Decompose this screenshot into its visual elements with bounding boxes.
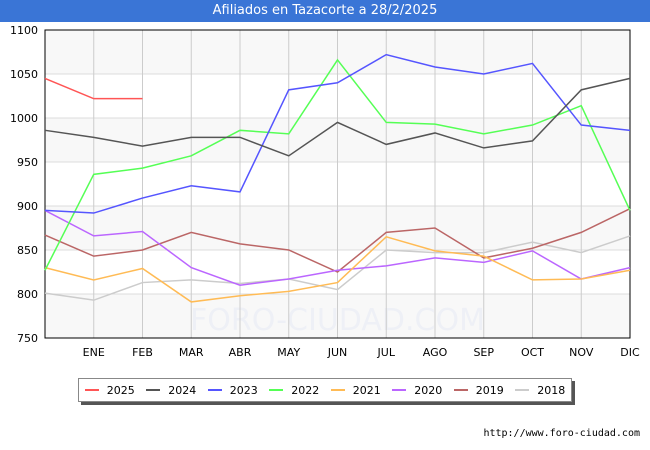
series-line-2020 [44,209,631,286]
legend: 2025 2024 2023 2022 2021 2020 2019 2018 [78,378,572,402]
x-tick-label: ENE [83,346,105,359]
legend-swatch [207,389,222,391]
y-tick-label: 900 [17,200,38,213]
legend-swatch [269,389,284,391]
x-tick-label: OCT [521,346,544,359]
x-tick-label: SEP [473,346,494,359]
legend-label: 2019 [475,383,504,397]
legend-swatch [515,389,530,391]
legend-swatch [146,389,161,391]
x-tick-label: JUL [377,346,396,359]
legend-label: 2021 [352,383,381,397]
legend-label: 2022 [291,383,320,397]
y-tick-label: 1100 [10,24,38,37]
y-tick-label: 800 [17,288,38,301]
y-tick-label: 1050 [10,68,38,81]
source-url[interactable]: http://www.foro-ciudad.com [483,428,640,439]
y-tick-label: 1000 [10,112,38,125]
x-tick-label: JUN [327,346,348,359]
legend-swatch [453,389,468,391]
legend-swatch [392,389,407,391]
plot-border [44,29,631,339]
series-line-2018 [44,235,631,301]
x-tick-label: MAY [277,346,300,359]
y-tick-label: 750 [17,332,38,345]
legend-item-2024: 2024 [146,384,196,397]
legend-item-2022: 2022 [269,384,319,397]
x-tick-label: MAR [179,346,204,359]
x-tick-label: ABR [229,346,252,359]
x-tick-label: DIC [620,346,640,359]
legend-item-2020: 2020 [392,384,442,397]
series-line-2022 [44,58,631,271]
legend-swatch [330,389,345,391]
y-tick-label: 950 [17,156,38,169]
legend-label: 2018 [537,383,566,397]
legend-label: 2025 [106,383,135,397]
legend-item-2019: 2019 [453,383,504,397]
y-tick-label: 850 [17,244,38,257]
series-line-2025 [44,77,143,100]
legend-item-2025: 2025 [84,383,135,397]
legend-swatch [84,389,99,391]
chart-title: Afiliados en Tazacorte a 28/2/2025 [0,0,650,22]
legend-item-2023: 2023 [207,383,258,397]
series-line-2023 [44,53,631,214]
x-tick-label: NOV [569,346,594,359]
series-line-2024 [44,77,631,157]
legend-item-2021: 2021 [330,383,381,397]
series-line-2019 [44,207,631,273]
x-tick-label: AGO [423,346,448,359]
series-line-2021 [44,235,631,303]
legend-label: 2020 [414,383,443,397]
x-tick-label: FEB [132,346,153,359]
legend-item-2018: 2018 [515,384,565,397]
legend-label: 2023 [229,383,258,397]
legend-label: 2024 [168,383,197,397]
